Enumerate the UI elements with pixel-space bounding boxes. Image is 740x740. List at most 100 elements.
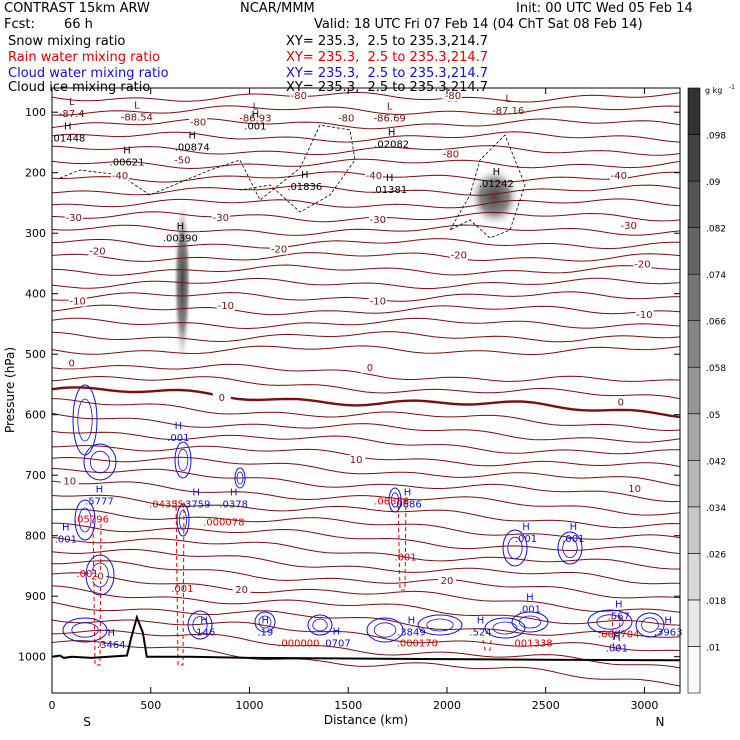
label-bg [216, 300, 235, 311]
forecast-label: Fcst: [4, 17, 35, 32]
rain-value: .05796 [74, 515, 109, 526]
label-bg [189, 117, 208, 128]
cloud-water-contour [562, 538, 578, 559]
temperature-contour [52, 480, 680, 516]
y-tick-label: 400 [25, 288, 46, 301]
temperature-label: -40 [366, 171, 382, 182]
cloud-water-contour [417, 614, 463, 636]
snow-value: .02082 [374, 139, 409, 150]
rain-value: .000000 [278, 639, 319, 650]
temperature-label: -10 [370, 297, 386, 308]
colorbar-unit-exp: -1 [729, 84, 735, 91]
cloud-water-contour [72, 384, 98, 456]
x-tick-label: 2000 [433, 699, 461, 712]
low-marker: L [134, 100, 140, 111]
label-bg [449, 250, 468, 261]
colorbar-unit: g kg [705, 86, 722, 95]
temperature-contour [52, 363, 680, 382]
cloud-water-contour [90, 450, 111, 474]
high-marker: H [570, 522, 578, 533]
temperature-contour [52, 375, 680, 400]
temperature-contour [52, 145, 680, 156]
cloud-value: .001 [515, 534, 537, 545]
field-xy-snow: XY= 235.3, 2.5 to 235.3,214.7 [286, 34, 489, 49]
high-marker: H [62, 523, 70, 534]
low-marker: L [387, 101, 393, 112]
label-bg [364, 170, 383, 181]
temperature-label: -10 [70, 297, 86, 308]
high-marker: H [64, 121, 72, 132]
cloud-value: .001 [167, 433, 189, 444]
label-bg [437, 576, 456, 587]
x-axis-label: Distance (km) [324, 713, 408, 727]
snow-value: .00874 [175, 143, 210, 154]
temperature-contour [52, 572, 680, 613]
temperature-contour [52, 345, 680, 356]
cloud-water-contour [307, 614, 333, 636]
colorbar-cell [687, 413, 701, 461]
temperature-contour [52, 224, 680, 236]
high-marker: H [177, 221, 185, 232]
colorbar-cell [687, 553, 701, 601]
temperature-label: -20 [634, 260, 650, 271]
high-marker: H [301, 170, 309, 181]
cloud-water-contour [234, 467, 246, 489]
high-marker: H [386, 173, 394, 184]
temperature-contour [52, 105, 680, 116]
colorbar-tick: .034 [706, 504, 726, 514]
temperature-label: -20 [451, 251, 467, 262]
high-marker: H [123, 146, 131, 157]
y-tick-label: 500 [25, 348, 46, 361]
temperature-label: -40 [112, 171, 128, 182]
high-marker: H [252, 109, 260, 120]
high-marker: H [192, 487, 200, 498]
cloud-water-contour [492, 621, 518, 635]
cloud-value: .0378 [219, 499, 248, 510]
temperature-label: -30 [66, 213, 82, 224]
cloud-value: .524 [469, 628, 491, 639]
cloud-value: .3963 [654, 628, 683, 639]
rain-contour [397, 499, 407, 591]
temperature-label: 10 [628, 484, 641, 495]
cloud-water-contour [62, 617, 108, 643]
cloud-water-contour [641, 617, 659, 633]
snow-value: .00390 [163, 233, 198, 244]
rain-value: .001 [171, 584, 193, 595]
cloud-water-contour [176, 503, 190, 537]
label-bg [619, 220, 638, 231]
label-bg [337, 113, 356, 124]
colorbar-tick: .01 [706, 643, 720, 653]
high-marker: H [404, 487, 412, 498]
high-marker: H [522, 522, 530, 533]
label-bg [64, 213, 83, 224]
colorbar-cell [687, 180, 701, 228]
x-tick-label: 1500 [334, 699, 362, 712]
terrain-surface [52, 614, 680, 662]
cloud-water-contour [596, 614, 624, 630]
cloud-value: .001 [562, 534, 584, 545]
colorbar-tick: .074 [706, 271, 726, 281]
temperature-contour [52, 304, 680, 316]
temperature-contour [52, 629, 680, 669]
label-bg [443, 90, 462, 101]
colorbar-tick: .098 [706, 132, 726, 142]
cloud-ice-outline [448, 134, 526, 239]
y-tick-label: 700 [25, 469, 46, 482]
snow-value: .001 [244, 121, 266, 132]
rain-contour [611, 614, 621, 651]
y-tick-label: 1000 [18, 651, 46, 664]
temperature-contour [52, 412, 680, 443]
low-marker: L [253, 101, 259, 112]
cloud-water-contour [511, 611, 549, 633]
temperature-contour [52, 158, 680, 170]
temperature-label: -80 [443, 150, 459, 161]
colorbar-tick: .042 [706, 457, 726, 467]
colorbar-cell [687, 227, 701, 275]
field-xy-rain: XY= 235.3, 2.5 to 235.3,214.7 [286, 50, 489, 65]
temperature-contour [52, 522, 680, 555]
label-bg [633, 259, 652, 270]
temperature-contour [52, 184, 680, 196]
label-bg [635, 309, 654, 320]
y-tick-label: 900 [25, 590, 46, 603]
